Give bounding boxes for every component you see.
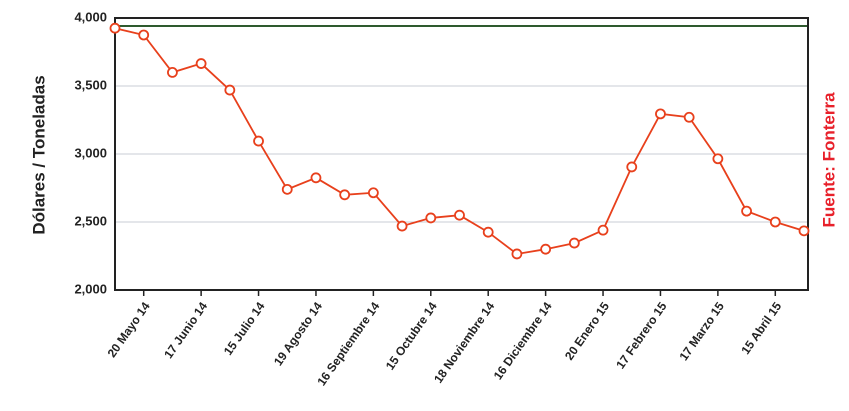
point (482, 226, 494, 238)
point (568, 237, 580, 249)
x-tick-label: 18 Noviembre 14 (431, 299, 497, 385)
point (167, 67, 178, 78)
x-tick-label: 16 Diciembre 14 (491, 299, 555, 382)
x-tick-label: 17 Junio 14 (161, 299, 210, 361)
y-tick-label: 2,500 (74, 213, 107, 228)
point (281, 183, 293, 195)
point (310, 172, 322, 184)
x-tick-label: 17 Febrero 15 (613, 299, 669, 371)
y-tick-label: 4,000 (74, 9, 107, 24)
x-tick-label: 16 Septiembre 14 (314, 299, 382, 388)
point (454, 209, 465, 221)
point (655, 108, 666, 120)
y-tick-label: 2,000 (74, 281, 107, 296)
point (224, 84, 236, 96)
x-tick-label: 15 Julio 14 (221, 299, 268, 358)
y-tick-label: 3,000 (74, 145, 107, 160)
x-tick-label: 19 Agosto 14 (271, 299, 325, 368)
x-tick-label: 20 Mayo 14 (105, 299, 153, 360)
point (195, 58, 207, 69)
point (109, 22, 121, 34)
point (741, 205, 752, 217)
point (626, 161, 638, 173)
source-label: Fuente: Fonterra (819, 92, 838, 228)
point (540, 243, 552, 255)
point (367, 187, 379, 199)
point (253, 135, 264, 147)
point (511, 248, 523, 260)
x-tick-label: 15 Abril 15 (738, 299, 784, 357)
point (769, 216, 781, 228)
point (138, 29, 150, 41)
y-tick-label: 3,500 (74, 77, 107, 92)
point (798, 225, 810, 237)
point (339, 189, 351, 201)
point (425, 212, 437, 224)
x-tick-label: 20 Enero 15 (562, 299, 612, 362)
point (683, 111, 695, 123)
plot-frame (114, 17, 809, 291)
x-tick-label: 17 Marzo 15 (676, 299, 727, 363)
y-axis-label: Dólares / Toneladas (29, 75, 48, 234)
point (597, 224, 609, 236)
x-tick-label: 15 Octubre 14 (383, 299, 440, 372)
point (396, 220, 408, 232)
point (712, 153, 724, 165)
